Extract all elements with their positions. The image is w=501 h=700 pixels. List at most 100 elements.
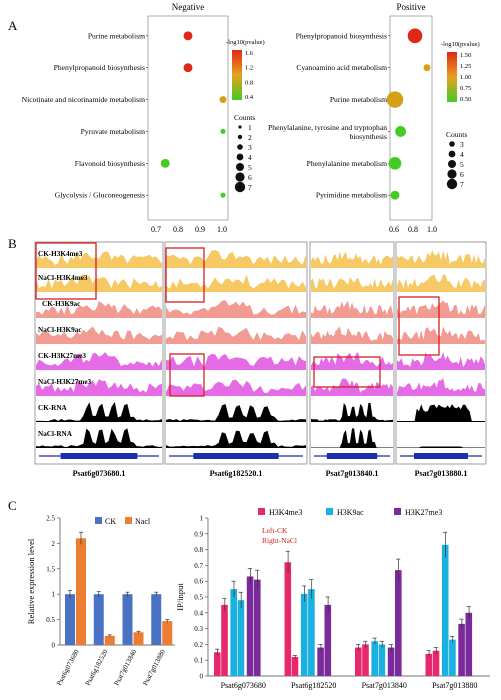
signal-track	[36, 326, 162, 344]
size-legend-dot	[236, 163, 244, 171]
colorbar-tick-label: 1.6	[245, 50, 254, 57]
data-point	[423, 64, 431, 72]
x-tick-label: Psat6g073680	[221, 681, 266, 690]
signal-track	[397, 250, 485, 268]
panel-label-b: B	[8, 236, 17, 251]
x-tick-label: Psat7g013880	[141, 648, 167, 687]
y-tick-label: 1.5	[46, 565, 55, 573]
bar	[449, 639, 456, 676]
signal-track	[397, 378, 485, 396]
gene-label: Psat6g073680.1	[73, 469, 126, 478]
track-label: NaCl-H3K27me3	[38, 378, 92, 386]
y-axis-label: Relative expression level	[26, 538, 36, 624]
gene-exon	[60, 453, 138, 459]
bar	[378, 644, 386, 676]
size-legend-label: 2	[248, 133, 252, 142]
gene-label: Psat6g182520.1	[210, 469, 263, 478]
colorbar	[232, 50, 242, 100]
size-legend-dot	[237, 144, 243, 150]
legend-label: Nacl	[135, 517, 151, 526]
size-legend-label: 6	[460, 170, 464, 179]
y-tick-label: 1	[200, 515, 204, 523]
size-legend-dot	[446, 178, 458, 190]
legend-swatch	[394, 508, 401, 515]
track-label: NaCl-H3K4me3	[38, 274, 88, 282]
annotation: Right-NaCl	[262, 536, 297, 545]
panel-label-a: A	[8, 18, 18, 33]
bar	[300, 593, 308, 676]
browser-column-frame	[164, 241, 308, 465]
panel-a: Negative Purine metabolism Phenylpropanoid…	[22, 2, 480, 234]
signal-track	[166, 300, 306, 318]
signal-track	[166, 250, 306, 268]
bar	[324, 604, 332, 676]
legend-label: H3K9ac	[337, 508, 364, 517]
signal-track	[36, 301, 162, 318]
legend-swatch	[258, 508, 265, 515]
gene-exon	[326, 453, 378, 459]
signal-track	[397, 300, 485, 318]
bar	[93, 594, 104, 645]
bar	[65, 594, 75, 645]
signal-track	[36, 352, 162, 370]
colorbar-tick-label: 1.50	[460, 52, 471, 59]
category-label: Phenylalanine, tyrosine and tryptophan bi…	[268, 123, 387, 141]
browser-column-frame	[309, 241, 395, 465]
category-label: Nicotinate and nicotinamide metabolism	[22, 95, 145, 104]
size-legend-dot	[447, 169, 457, 179]
y-tick-label: 0.5	[194, 594, 203, 602]
x-tick-label: Psat7g013880	[432, 681, 477, 690]
y-tick-label: 0.1	[194, 657, 203, 665]
category-label: Pyrimidine metabolism	[316, 191, 387, 200]
bar	[221, 604, 228, 676]
y-axis-label: IP/input	[175, 583, 185, 611]
category-label: Phenylpropanoid biosynthesis	[296, 31, 387, 40]
track-label: NaCl-H3K9ac	[38, 326, 82, 334]
y-tick-label: 2.5	[46, 515, 55, 523]
x-tick-label: 0.8	[173, 225, 183, 234]
legend-label: CK	[105, 517, 116, 526]
data-point	[386, 91, 404, 108]
signal-track	[166, 404, 306, 422]
annotation: Left-CK	[262, 526, 288, 535]
panel-b: Psat6g073680.1 Psat6g182520.1 Psat7g013840…	[34, 241, 487, 478]
size-legend-title: Counts	[234, 113, 255, 122]
data-point	[219, 96, 227, 104]
y-tick-label: 0.7	[194, 562, 203, 570]
signal-track	[311, 352, 393, 370]
track-label: CK-H3K4me3	[38, 250, 83, 258]
bar	[151, 594, 162, 645]
signal-track	[397, 326, 485, 344]
category-label: Cyanoamino acid metabolism	[296, 63, 387, 72]
legend-label: H3K27me3	[405, 508, 442, 517]
x-tick-label: 1.0	[427, 225, 437, 234]
signal-track	[397, 404, 485, 422]
bar	[317, 647, 324, 676]
size-legend-dot	[449, 141, 455, 147]
signal-track	[311, 251, 393, 268]
legend-swatch	[326, 508, 333, 515]
signal-track	[311, 300, 393, 318]
highlight-box	[313, 356, 381, 388]
y-tick-label: 0.3	[194, 625, 203, 633]
bar	[458, 623, 465, 676]
bar	[214, 652, 221, 676]
bar	[237, 600, 245, 676]
highlight-box	[398, 296, 440, 356]
signal-track	[166, 326, 306, 344]
highlight-box	[169, 353, 205, 397]
signal-track	[36, 428, 162, 448]
size-legend-dot	[448, 150, 456, 158]
x-tick-label: Psat6g073680	[55, 648, 81, 687]
legend-swatch	[95, 517, 102, 524]
y-tick-label: 1	[52, 591, 56, 599]
y-tick-label: 0	[200, 673, 204, 681]
bubble-plot-title: Positive	[396, 2, 425, 12]
bar	[432, 650, 440, 676]
signal-track	[36, 402, 162, 422]
colorbar-title: -log10(pvalue)	[226, 39, 265, 46]
highlight-box	[35, 242, 97, 300]
size-legend-label: 3	[248, 143, 252, 152]
bar	[133, 632, 144, 645]
size-legend-dot	[237, 134, 243, 140]
